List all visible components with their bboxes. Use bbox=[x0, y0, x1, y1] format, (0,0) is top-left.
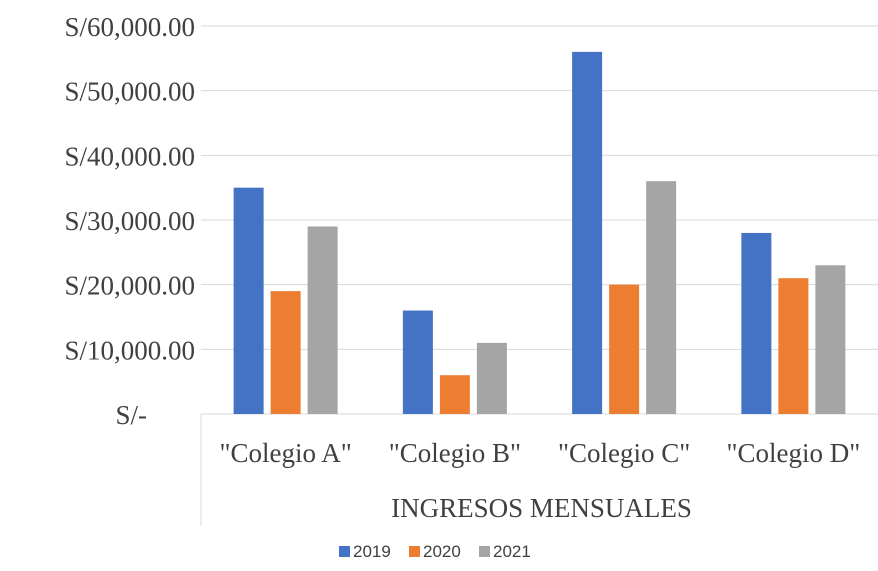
x-axis-group-label: INGRESOS MENSUALES bbox=[391, 493, 692, 523]
bar-2020 bbox=[439, 375, 470, 414]
y-axis-tick-labels: S/- S/10,000.00 S/20,000.00 S/30,000.00 S/40… bbox=[64, 12, 195, 430]
bar-2021 bbox=[476, 342, 507, 414]
bar-2020 bbox=[270, 291, 301, 414]
x-category-label: "Colegio A" bbox=[219, 438, 351, 468]
bar-2020 bbox=[609, 284, 640, 414]
legend-label-2021: 2021 bbox=[493, 542, 531, 561]
bar-2021 bbox=[307, 226, 338, 414]
legend-swatch-2021 bbox=[479, 546, 490, 557]
y-tick-label: S/10,000.00 bbox=[64, 335, 195, 365]
bar-2021 bbox=[646, 181, 677, 414]
bars bbox=[233, 51, 846, 414]
y-tick-label: S/20,000.00 bbox=[64, 271, 195, 301]
legend-label-2019: 2019 bbox=[353, 542, 391, 561]
y-tick-label: S/60,000.00 bbox=[64, 12, 195, 42]
y-tick-label: S/50,000.00 bbox=[64, 77, 195, 107]
legend: 2019 2020 2021 bbox=[339, 542, 531, 561]
y-tick-label: S/40,000.00 bbox=[64, 141, 195, 171]
bar-2021 bbox=[815, 265, 846, 414]
x-category-label: "Colegio C" bbox=[558, 438, 690, 468]
y-tick-label: S/30,000.00 bbox=[64, 206, 195, 236]
bar-2020 bbox=[778, 278, 809, 414]
x-category-label: "Colegio B" bbox=[389, 438, 521, 468]
legend-label-2020: 2020 bbox=[423, 542, 461, 561]
y-tick-label: S/- bbox=[115, 400, 147, 430]
x-category-label: "Colegio D" bbox=[726, 438, 860, 468]
bar-2019 bbox=[572, 51, 603, 414]
legend-swatch-2019 bbox=[339, 546, 350, 557]
gridlines bbox=[201, 25, 878, 350]
bar-2019 bbox=[741, 232, 772, 414]
bar-2019 bbox=[402, 310, 433, 414]
legend-swatch-2020 bbox=[409, 546, 420, 557]
x-axis-category-labels: "Colegio A" "Colegio B" "Colegio C" "Colegi… bbox=[219, 438, 860, 468]
bar-2019 bbox=[233, 187, 264, 414]
